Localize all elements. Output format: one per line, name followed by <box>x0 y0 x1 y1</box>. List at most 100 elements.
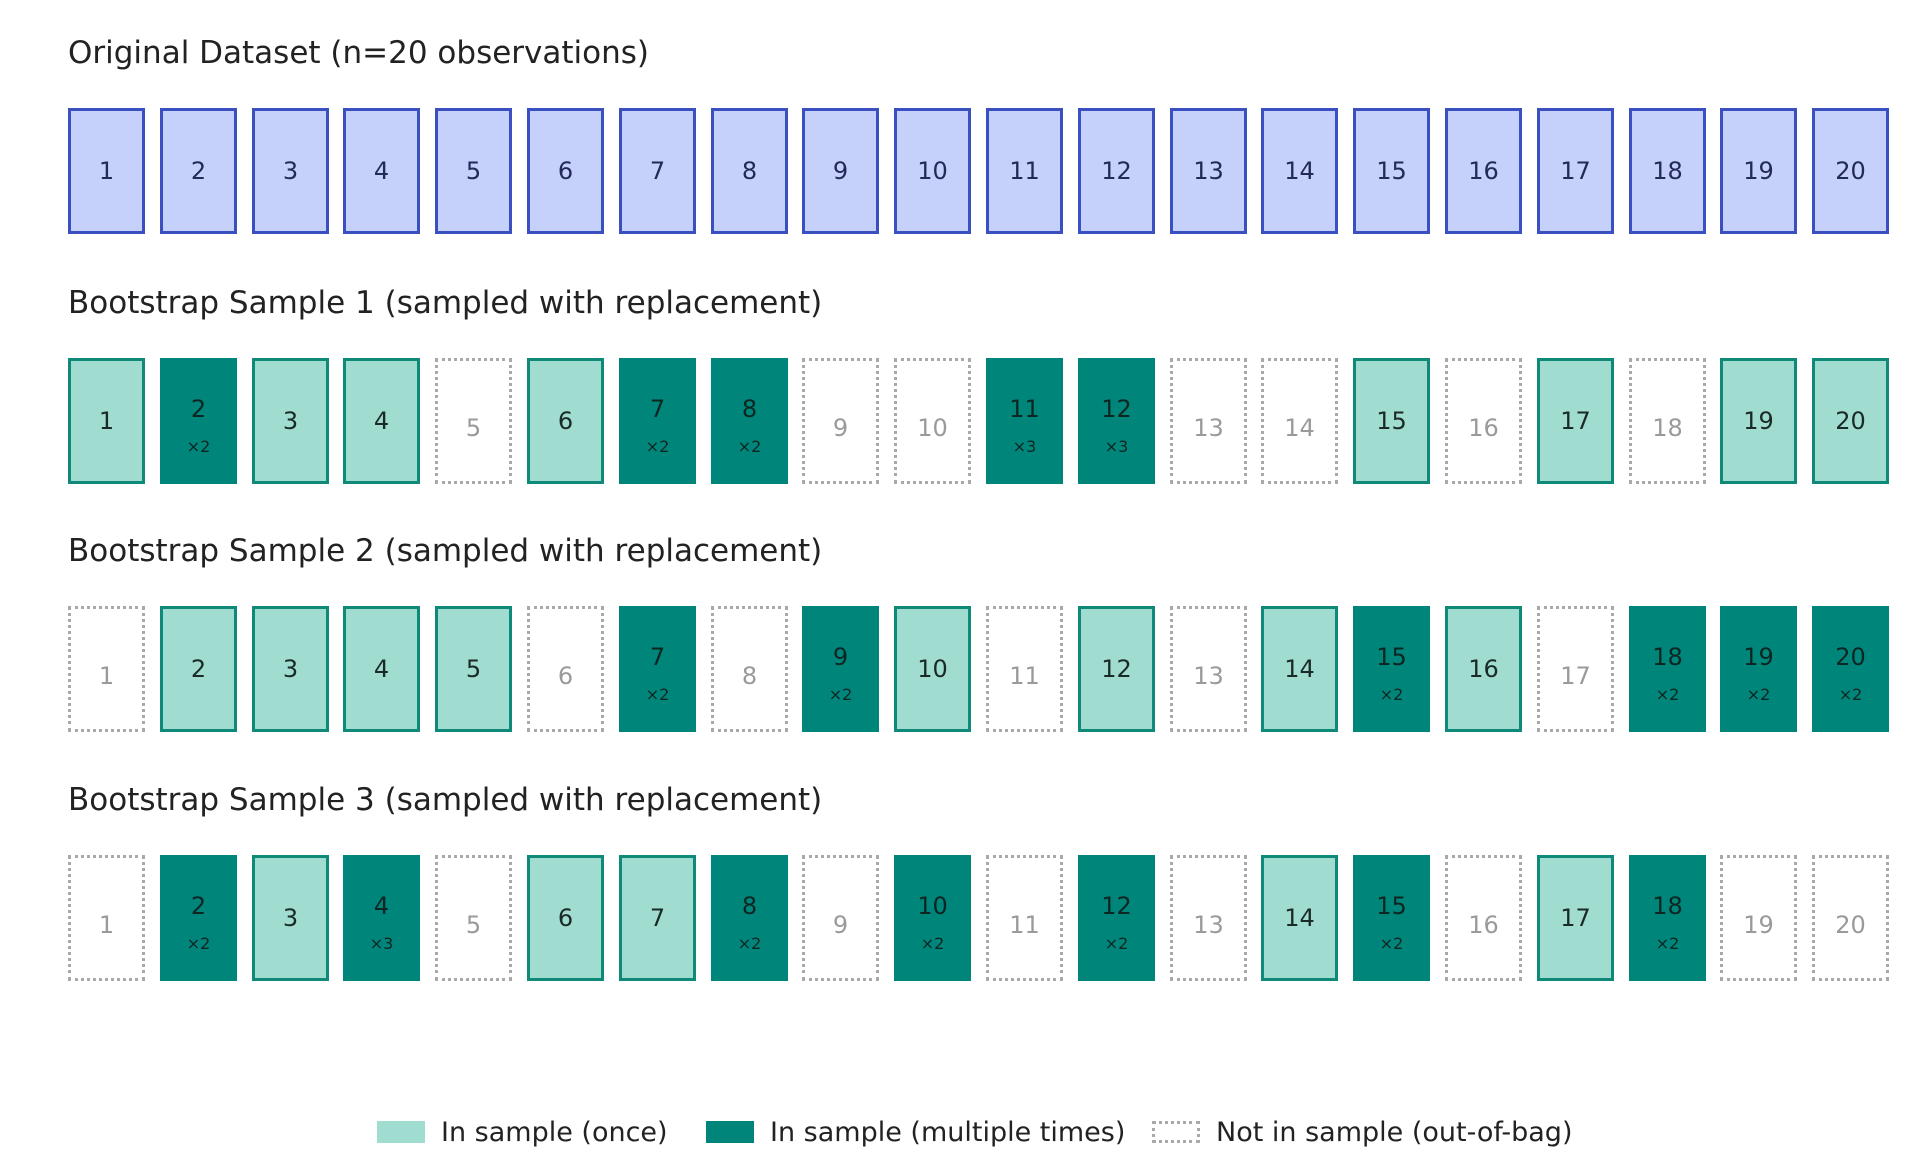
original-box-19: 19 <box>1720 108 1797 234</box>
sample-2-box-label: 14 <box>1284 655 1315 683</box>
bootstrap-sample-2-section: Bootstrap Sample 2 (sampled with replace… <box>68 533 1889 732</box>
original-box-label: 18 <box>1652 157 1683 185</box>
original-box-2: 2 <box>160 108 237 234</box>
sample-2-box-label: 3 <box>282 655 299 683</box>
sample-3-box-label: 12 <box>1101 892 1132 920</box>
sample-1-box-18: 18 <box>1629 358 1706 484</box>
original-box-4: 4 <box>343 108 420 234</box>
sample-2-box-label: 1 <box>98 662 115 690</box>
original-box-13: 13 <box>1170 108 1247 234</box>
sample-1-box-multiplier: ×2 <box>186 437 211 456</box>
original-box-16: 16 <box>1445 108 1522 234</box>
sample-2-box-multiplier: ×2 <box>828 685 853 704</box>
original-box-label: 10 <box>917 157 948 185</box>
sample-3-box-label: 17 <box>1560 904 1591 932</box>
sample-3-box-12: 12 ×2 <box>1078 855 1155 981</box>
sample-1-box-label: 4 <box>373 407 390 435</box>
sample-2-box-label: 13 <box>1193 662 1224 690</box>
original-box-14: 14 <box>1261 108 1338 234</box>
sample-3-box-1: 1 <box>68 855 145 981</box>
original-box-15: 15 <box>1353 108 1430 234</box>
original-box-6: 6 <box>527 108 604 234</box>
bootstrap-sample-2-title: Bootstrap Sample 2 (sampled with replace… <box>68 533 823 569</box>
sample-2-box-3: 3 <box>252 606 329 732</box>
sample-3-box-5: 5 <box>435 855 512 981</box>
sample-3-box-label: 19 <box>1743 911 1774 939</box>
sample-1-box-11: 11 ×3 <box>986 358 1063 484</box>
original-box-20: 20 <box>1812 108 1889 234</box>
sample-1-box-10: 10 <box>894 358 971 484</box>
sample-2-box-2: 2 <box>160 606 237 732</box>
sample-2-box-13: 13 <box>1170 606 1247 732</box>
sample-3-box-6: 6 <box>527 855 604 981</box>
sample-2-box-9: 9 ×2 <box>802 606 879 732</box>
sample-2-box-17: 17 <box>1537 606 1614 732</box>
original-box-17: 17 <box>1537 108 1614 234</box>
sample-3-box-multiplier: ×3 <box>369 934 394 953</box>
sample-1-box-2: 2 ×2 <box>160 358 237 484</box>
sample-1-box-16: 16 <box>1445 358 1522 484</box>
original-box-8: 8 <box>711 108 788 234</box>
sample-2-box-label: 9 <box>832 643 849 671</box>
legend-label-once: In sample (once) <box>441 1116 668 1148</box>
sample-2-box-8: 8 <box>711 606 788 732</box>
original-box-label: 5 <box>465 157 482 185</box>
original-box-7: 7 <box>619 108 696 234</box>
legend-swatch-once <box>377 1121 425 1143</box>
sample-1-box-19: 19 <box>1720 358 1797 484</box>
sample-2-box-label: 2 <box>190 655 207 683</box>
sample-1-box-8: 8 ×2 <box>711 358 788 484</box>
sample-1-box-6: 6 <box>527 358 604 484</box>
sample-1-box-label: 15 <box>1376 407 1407 435</box>
original-box-3: 3 <box>252 108 329 234</box>
sample-2-box-label: 19 <box>1743 643 1774 671</box>
original-box-10: 10 <box>894 108 971 234</box>
original-box-label: 17 <box>1560 157 1591 185</box>
original-box-11: 11 <box>986 108 1063 234</box>
sample-2-box-19: 19 ×2 <box>1720 606 1797 732</box>
sample-1-box-multiplier: ×2 <box>645 437 670 456</box>
sample-3-box-label: 20 <box>1835 911 1866 939</box>
original-dataset-row: 1 2 3 4 5 6 7 8 9 10 11 12 13 14 15 16 17 18 19 20 <box>68 108 1889 234</box>
sample-2-box-label: 11 <box>1009 662 1040 690</box>
sample-1-box-label: 8 <box>741 395 758 423</box>
sample-2-box-18: 18 ×2 <box>1629 606 1706 732</box>
sample-3-box-multiplier: ×2 <box>920 934 945 953</box>
sample-3-box-label: 8 <box>741 892 758 920</box>
sample-1-box-17: 17 <box>1537 358 1614 484</box>
sample-2-box-label: 5 <box>465 655 482 683</box>
original-box-label: 2 <box>190 157 207 185</box>
sample-1-box-5: 5 <box>435 358 512 484</box>
sample-1-box-label: 17 <box>1560 407 1591 435</box>
sample-2-box-20: 20 ×2 <box>1812 606 1889 732</box>
sample-1-box-label: 18 <box>1652 414 1683 442</box>
original-box-12: 12 <box>1078 108 1155 234</box>
sample-2-box-1: 1 <box>68 606 145 732</box>
sample-3-box-label: 14 <box>1284 904 1315 932</box>
bootstrap-sample-3-row: 1 2 ×2 3 4 ×3 5 6 7 8 ×2 9 10 ×2 11 12 ×2 13 14 15 ×2 16 17 18 ×… <box>68 855 1889 981</box>
sample-2-box-4: 4 <box>343 606 420 732</box>
sample-3-box-label: 5 <box>465 911 482 939</box>
legend-item-multi: In sample (multiple times) <box>706 1112 1125 1152</box>
sample-3-box-11: 11 <box>986 855 1063 981</box>
original-box-label: 3 <box>282 157 299 185</box>
sample-2-box-label: 10 <box>917 655 948 683</box>
legend-swatch-multi <box>706 1121 754 1143</box>
sample-2-box-label: 16 <box>1468 655 1499 683</box>
sample-1-box-label: 12 <box>1101 395 1132 423</box>
sample-1-box-9: 9 <box>802 358 879 484</box>
bootstrap-sample-1-row: 1 2 ×2 3 4 5 6 7 ×2 8 ×2 9 10 11 ×3 12 ×3 13 14 15 16 17 18 19 2… <box>68 358 1889 484</box>
sample-1-box-label: 13 <box>1193 414 1224 442</box>
sample-3-box-multiplier: ×2 <box>737 934 762 953</box>
sample-3-box-19: 19 <box>1720 855 1797 981</box>
sample-3-box-label: 11 <box>1009 911 1040 939</box>
sample-3-box-label: 9 <box>832 911 849 939</box>
sample-3-box-9: 9 <box>802 855 879 981</box>
sample-1-box-4: 4 <box>343 358 420 484</box>
original-box-9: 9 <box>802 108 879 234</box>
sample-2-box-16: 16 <box>1445 606 1522 732</box>
legend-item-once: In sample (once) <box>377 1112 668 1152</box>
sample-3-box-multiplier: ×2 <box>186 934 211 953</box>
sample-2-box-label: 15 <box>1376 643 1407 671</box>
